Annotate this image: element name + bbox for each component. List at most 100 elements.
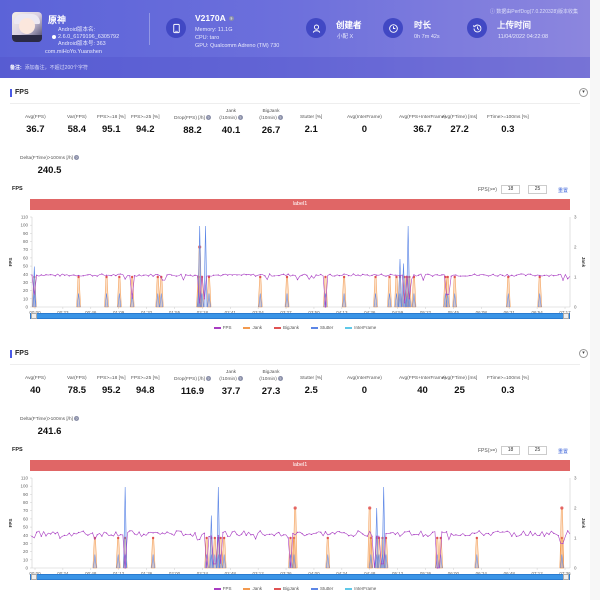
y-tick-label: 90 <box>23 492 29 497</box>
cpu: CPU: taro <box>195 35 220 41</box>
fps-point <box>133 275 136 277</box>
fps-point <box>296 531 299 533</box>
fps-threshold-input-1[interactable]: 18 <box>501 446 520 455</box>
fps-point <box>310 275 313 277</box>
legend-item[interactable]: Stutter <box>311 325 333 330</box>
fps-point <box>511 535 513 537</box>
help-icon[interactable]: ? <box>237 115 243 120</box>
help-icon[interactable]: ? <box>277 376 283 381</box>
fps-point <box>119 534 122 536</box>
fps-point <box>492 273 494 276</box>
fps-point <box>380 563 382 565</box>
y-tick-label: 30 <box>23 280 29 285</box>
legend-item[interactable]: FPS <box>213 325 231 330</box>
stutter-mark <box>292 554 296 569</box>
time-range-slider[interactable] <box>30 574 570 580</box>
legend-item[interactable]: Jank <box>243 325 262 330</box>
fps-point <box>450 275 452 277</box>
y-tick-label: 110 <box>21 215 29 220</box>
help-icon[interactable]: ? <box>74 416 80 421</box>
legend-item[interactable]: InterFrame <box>345 325 376 330</box>
fps-point <box>329 273 331 275</box>
legend-item[interactable]: Stutter <box>311 586 333 591</box>
slider-handle-left[interactable] <box>31 313 37 319</box>
fps-point <box>427 273 429 275</box>
y-tick-label: 70 <box>23 508 29 513</box>
jank-point <box>446 275 449 279</box>
reset-link[interactable]: 重置 <box>558 188 569 194</box>
legend-item[interactable]: Jank <box>243 586 262 591</box>
help-icon[interactable]: ? <box>228 16 234 22</box>
y-axis-label: FPS <box>8 519 13 528</box>
stutter-mark <box>200 293 204 308</box>
fps-point <box>338 275 341 277</box>
remark-bar[interactable]: 备注: 添加备注，不超过200个字符 <box>0 57 590 78</box>
legend-item[interactable]: BigJank <box>273 325 299 330</box>
fps-point <box>231 274 233 276</box>
fps-point <box>208 535 210 538</box>
label-bar[interactable]: label1 <box>30 460 570 471</box>
label-bar[interactable]: label1 <box>30 199 570 210</box>
help-icon[interactable]: ? <box>237 376 243 381</box>
fps-point <box>147 275 150 277</box>
fps-threshold-input-2[interactable]: 25 <box>528 446 547 455</box>
metric-label: Stutter [%] <box>300 115 323 120</box>
help-icon[interactable]: ? <box>74 155 80 160</box>
metric-label: FPS>=18 [%] <box>97 376 126 381</box>
remark-input[interactable]: 添加备注，不超过200个字符 <box>24 65 89 71</box>
metric-value: 78.5 <box>67 385 87 396</box>
fps-point <box>408 298 410 300</box>
slider-handle-right[interactable] <box>563 313 569 319</box>
help-icon[interactable]: ? <box>277 115 283 120</box>
time-range-slider[interactable] <box>30 313 570 319</box>
fps-point <box>213 563 215 565</box>
x-tick-label: 06:48 <box>504 571 516 576</box>
fps-point <box>203 298 205 300</box>
x-tick-label: 00:00 <box>29 310 41 315</box>
help-icon[interactable]: ? <box>205 376 211 381</box>
reset-link[interactable]: 重置 <box>558 449 569 455</box>
metric-label: Stutter [%] <box>300 376 323 381</box>
fps-point <box>548 533 550 536</box>
bigjank-point <box>293 506 297 510</box>
fps-point <box>487 275 490 277</box>
slider-handle-left[interactable] <box>31 574 37 580</box>
collapse-toggle-icon[interactable]: ▾ <box>579 349 588 358</box>
metric-value: 240.5 <box>37 164 62 176</box>
fps-line <box>31 273 571 308</box>
fps-point <box>334 275 336 277</box>
phone-icon <box>166 18 186 38</box>
x-tick-label: 00:48 <box>85 571 97 576</box>
collapse-toggle-icon[interactable]: ▾ <box>579 88 588 97</box>
fps-point <box>54 275 56 277</box>
legend-item[interactable]: BigJank <box>273 586 299 591</box>
fps-point <box>473 273 476 275</box>
fps-point <box>436 567 438 569</box>
fps-point <box>534 532 536 534</box>
jank-point <box>207 275 211 279</box>
fps-threshold-input-1[interactable]: 18 <box>501 185 520 194</box>
fps-point <box>413 274 415 276</box>
slider-handle-right[interactable] <box>563 574 569 580</box>
fps-point <box>404 302 406 304</box>
fps-point <box>445 294 448 296</box>
fps-point <box>138 274 140 276</box>
metric-8: Avg(InterFrame) 0 <box>347 109 382 135</box>
y2-tick-label: 2 <box>574 245 577 250</box>
fps-point <box>194 274 196 276</box>
fps-point <box>236 274 238 276</box>
fps-point <box>241 533 243 535</box>
stutter-mark <box>373 293 378 308</box>
legend-item[interactable]: FPS <box>213 586 231 591</box>
metric-value: 95.1 <box>102 124 121 135</box>
stutter-mark <box>369 554 373 569</box>
stutter-mark <box>123 554 127 569</box>
version-name: 2.6.0_6179196_6305792 <box>58 34 120 40</box>
page-scrollbar[interactable] <box>590 0 600 600</box>
help-icon[interactable]: ? <box>205 115 211 120</box>
legend-item[interactable]: InterFrame <box>345 586 376 591</box>
fps-threshold-input-2[interactable]: 25 <box>528 185 547 194</box>
metric-label: Avg(FTime) [ms] <box>442 115 478 120</box>
fps-point <box>115 275 117 277</box>
x-tick-label: 00:24 <box>57 571 69 576</box>
